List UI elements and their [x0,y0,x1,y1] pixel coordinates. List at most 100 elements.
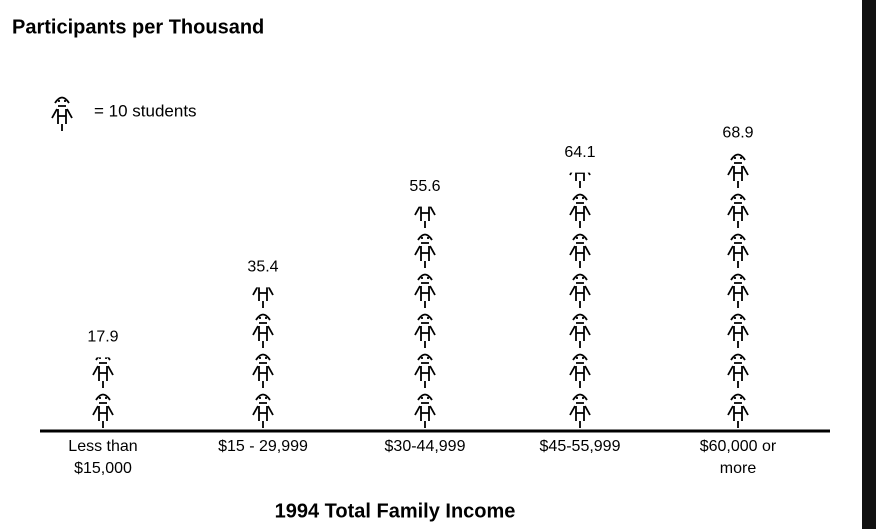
icon-head [573,275,587,281]
value-label: 55.6 [409,178,440,195]
icon-body [259,326,267,348]
icon-body [576,366,584,388]
person-icon [253,275,273,309]
person-icon [570,355,590,389]
icon-head [731,395,745,401]
icon-face [734,317,742,323]
icon-head [55,98,69,104]
icon-face [576,317,584,323]
icon-body [734,246,742,268]
chart-page: Participants per Thousand = 10 students … [0,0,876,529]
person-icon [52,98,72,132]
icon-head [418,355,432,361]
x-tick-label: $60,000 or more [685,436,791,480]
icon-face [734,357,742,363]
person-icon [570,315,590,349]
icon-head [731,235,745,241]
icon-face [259,317,267,323]
icon-body [576,326,584,348]
value-label: 17.9 [87,329,118,346]
x-axis-label: 1994 Total Family Income [275,500,516,522]
icon-face [259,277,267,283]
icon-body [576,286,584,308]
edge-strip [862,0,876,529]
icon-head [96,355,110,361]
icon-head [731,195,745,201]
icon-body [99,366,107,388]
icon-body [576,406,584,428]
person-icon [253,355,273,389]
icon-face [734,197,742,203]
person-icon [570,275,590,309]
icon-face [576,197,584,203]
icon-face [576,237,584,243]
icon-face [734,397,742,403]
icon-body [259,366,267,388]
icon-face [576,397,584,403]
legend-text: = 10 students [94,101,197,120]
icon-column [93,355,113,429]
person-icon [93,355,113,389]
icon-face [421,357,429,363]
icon-body [734,286,742,308]
icon-body [734,326,742,348]
icon-column [253,275,273,429]
icon-head [256,355,270,361]
value-label: 68.9 [722,125,753,142]
person-icon [415,235,435,269]
icon-head [418,195,432,201]
icon-column [570,155,590,429]
icon-head [573,235,587,241]
x-tick-label: $30-44,999 [372,436,478,458]
icon-head [573,315,587,321]
person-icon [415,315,435,349]
icon-head [418,315,432,321]
icon-body [576,246,584,268]
person-icon [253,315,273,349]
icon-head [573,355,587,361]
icon-body [421,406,429,428]
icon-face [576,357,584,363]
person-icon [415,395,435,429]
icon-body [421,366,429,388]
icon-body [734,366,742,388]
icon-body [421,206,429,228]
icon-face [421,237,429,243]
icon-face [421,197,429,203]
icon-face [421,397,429,403]
icon-face [576,277,584,283]
icon-head [96,395,110,401]
icon-body [421,286,429,308]
person-icon [415,355,435,389]
person-icon [253,395,273,429]
person-icon [728,395,748,429]
icon-head [418,275,432,281]
icon-face [259,357,267,363]
person-icon [728,195,748,229]
icon-body [421,246,429,268]
x-tick-label: $15 - 29,999 [210,436,316,458]
person-icon [728,235,748,269]
icon-face [421,277,429,283]
x-tick-label: Less than $15,000 [50,436,156,480]
icon-head [731,155,745,161]
icon-body [734,406,742,428]
chart-title: Participants per Thousand [12,16,264,38]
person-icon [93,395,113,429]
icon-head [256,395,270,401]
person-icon [570,195,590,229]
icon-body [734,206,742,228]
icon-head [731,315,745,321]
icon-face [734,157,742,163]
icon-column [728,155,748,429]
icon-face [421,317,429,323]
icon-face [99,357,107,363]
icon-body [734,166,742,188]
icon-face [58,100,66,106]
icon-head [418,235,432,241]
person-icon [728,315,748,349]
icon-body [421,326,429,348]
icon-face [734,237,742,243]
icon-body [99,406,107,428]
icon-body [58,109,66,131]
